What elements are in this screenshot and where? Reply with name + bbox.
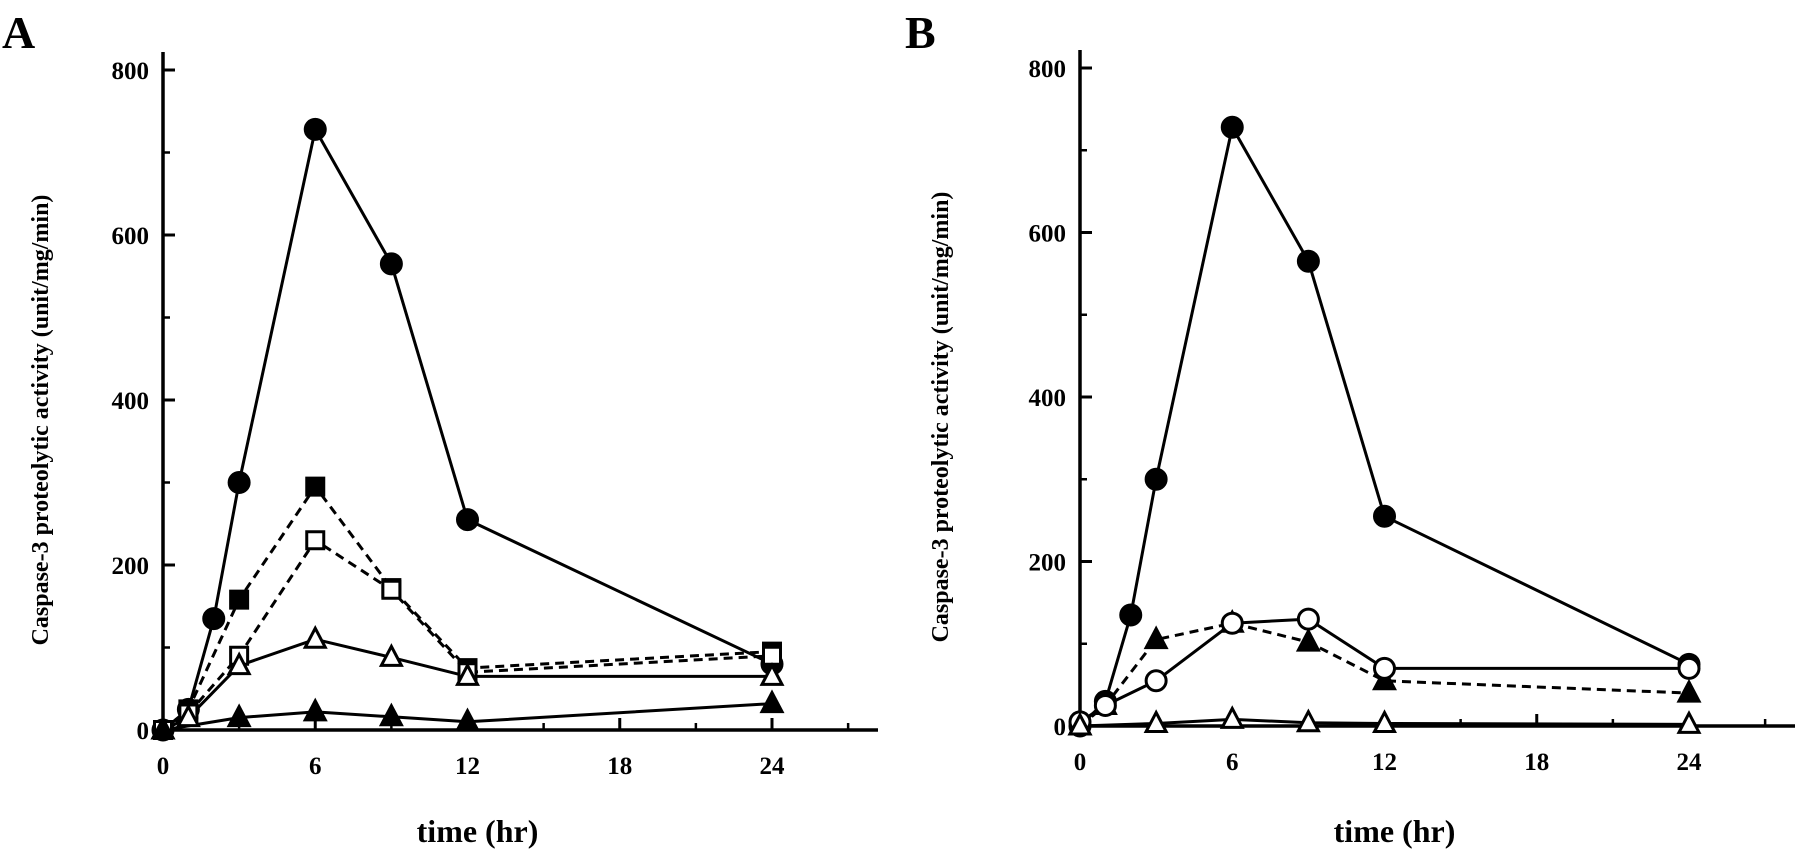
series-line (162, 702, 773, 732)
y-tick-label: 800 (1029, 56, 1067, 83)
data-point-triangle-filled (759, 689, 785, 714)
data-point-triangle-open (1143, 709, 1169, 734)
x-tick-label: 12 (1372, 749, 1397, 776)
data-point-triangle-open (1219, 705, 1245, 729)
data-point-triangle-filled (302, 697, 328, 722)
series-line (1078, 125, 1690, 728)
x-tick-label: 18 (1524, 749, 1549, 776)
y-tick-label: 400 (1029, 385, 1067, 412)
data-point-circle-open (1373, 656, 1396, 680)
x-tick-label: 18 (607, 753, 632, 780)
x-tick-label: 6 (1226, 749, 1239, 776)
data-point-triangle-filled (150, 715, 176, 740)
data-point-triangle-filled (455, 707, 480, 732)
x-axis-title: time (hr) (417, 813, 539, 849)
data-point-circle-filled (303, 117, 327, 141)
y-axis-title: Caspase-3 proteolytic activity (unit/mg/… (28, 195, 54, 646)
y-tick-label: 400 (112, 388, 150, 415)
x-tick-label: 0 (1074, 749, 1087, 776)
data-point-triangle-filled (226, 703, 252, 728)
data-point-triangle-open (1372, 709, 1397, 734)
data-point-circle-filled (456, 508, 479, 532)
data-point-square-open (762, 645, 782, 666)
data-point-circle-open (1220, 611, 1244, 635)
x-axis-title: time (hr) (1334, 813, 1456, 849)
y-tick-label: 200 (112, 553, 150, 580)
data-point-triangle-open (1067, 711, 1093, 736)
data-point-triangle-filled (1143, 625, 1169, 650)
series-line (162, 538, 773, 732)
data-point-circle-filled (1373, 504, 1396, 528)
data-point-square-filled (229, 589, 250, 610)
x-tick-label: 12 (455, 753, 480, 780)
y-tick-label: 200 (1029, 550, 1067, 577)
y-tick-label: 0 (1054, 714, 1067, 741)
data-point-circle-filled (1296, 249, 1320, 273)
data-point-circle-filled (1220, 115, 1244, 139)
data-point-circle-open (1677, 656, 1701, 680)
data-point-circle-filled (379, 252, 403, 276)
data-point-triangle-open (226, 651, 252, 676)
x-tick-label: 6 (309, 753, 322, 780)
data-point-triangle-open (1295, 708, 1321, 733)
data-point-circle-filled (202, 607, 226, 631)
data-point-circle-filled (1144, 467, 1168, 491)
data-point-triangle-filled (1676, 678, 1702, 703)
panel-label: A (2, 7, 35, 58)
data-point-triangle-open (175, 703, 201, 728)
panel-label: B (905, 7, 936, 58)
series-line (1079, 717, 1690, 728)
y-tick-label: 800 (112, 58, 150, 85)
chart-panel-b: B 0 6 12 18 24 0 200 400 600 800 time (hr) Caspase-3… (905, 7, 1795, 849)
chart-panel-a: A 0 6 12 18 24 0 200 400 600 800 time (hr) Caspase-3… (2, 7, 878, 849)
y-tick-label: 600 (112, 223, 150, 250)
data-point-circle-filled (227, 471, 251, 494)
series-line (162, 127, 773, 732)
data-point-triangle-open (455, 662, 480, 686)
data-point-circle-open (1093, 693, 1117, 717)
y-axis-title: Caspase-3 proteolytic activity (unit/mg/… (928, 192, 954, 643)
data-point-circle-open (1296, 607, 1320, 631)
data-point-triangle-open (302, 625, 328, 649)
data-point-square-filled (305, 476, 326, 497)
x-tick-label: 0 (157, 753, 170, 780)
data-point-circle-open (1144, 669, 1168, 693)
x-tick-label: 24 (760, 753, 786, 780)
data-point-square-open (305, 530, 326, 551)
data-point-triangle-filled (1295, 627, 1321, 652)
y-tick-label: 600 (1029, 221, 1067, 248)
data-point-triangle-filled (378, 702, 404, 727)
x-tick-label: 24 (1677, 749, 1703, 776)
data-point-triangle-open (759, 662, 785, 686)
data-point-triangle-open (1676, 710, 1702, 734)
y-tick-label: 0 (137, 718, 150, 745)
data-point-triangle-open (378, 643, 404, 667)
data-point-square-open (381, 579, 402, 600)
data-point-circle-filled (1119, 603, 1143, 627)
